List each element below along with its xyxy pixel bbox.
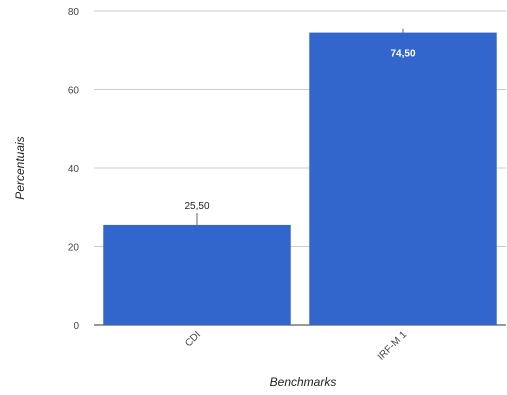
bars [103,32,497,326]
data-label: 74,50 [390,49,415,60]
y-tick-label: 0 [73,321,79,332]
x-tick-label: CDI [183,329,203,349]
bar [309,32,497,326]
x-tick-labels: CDI IRF-M 1 [183,329,409,363]
data-labels: 25,50 74,50 [184,28,416,225]
y-tick-label: 60 [68,86,80,97]
data-label: 25,50 [184,201,209,212]
x-tick-label: IRF-M 1 [376,329,410,363]
y-axis-title: Percentuais [13,136,27,199]
bar [103,224,291,325]
y-tick-label: 20 [68,243,80,254]
y-tick-label: 80 [68,7,80,18]
y-tick-labels: 0 20 40 60 80 [68,7,80,332]
x-axis-title: Benchmarks [270,375,337,389]
y-tick-label: 40 [68,164,80,175]
